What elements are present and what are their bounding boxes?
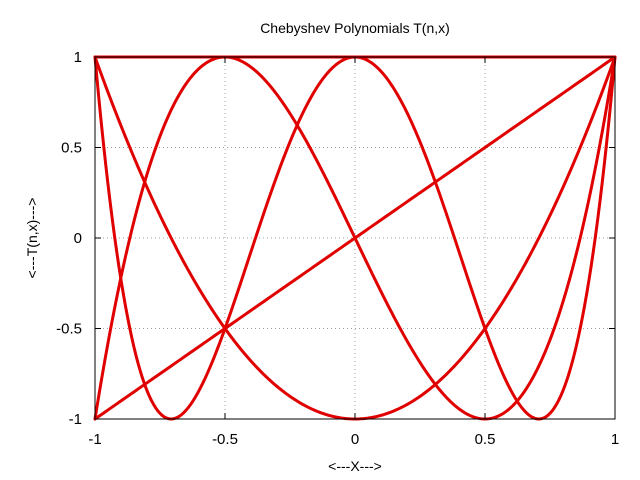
x-axis-label: <---X---> bbox=[328, 458, 382, 474]
x-tick-label: -0.5 bbox=[212, 431, 238, 448]
y-tick-label: -0.5 bbox=[56, 321, 82, 338]
tick-layer: -1 -0.5 0 0.5 1 -1 -0.5 0 0.5 1 bbox=[56, 49, 619, 448]
y-tick-label: 0.5 bbox=[61, 140, 82, 157]
x-tick-label: 0 bbox=[351, 431, 359, 448]
x-tick-label: -1 bbox=[88, 431, 101, 448]
y-tick-label: 1 bbox=[74, 49, 82, 66]
series-line-t3 bbox=[93, 55, 617, 421]
x-tick-label: 1 bbox=[611, 431, 619, 448]
chart-title: Chebyshev Polynomials T(n,x) bbox=[260, 20, 450, 36]
series-layer bbox=[93, 55, 617, 421]
y-axis-label: <---T(n,x)---> bbox=[24, 198, 40, 279]
x-tick-label: 0.5 bbox=[475, 431, 496, 448]
y-tick-label: 0 bbox=[74, 230, 82, 247]
y-tick-label: -1 bbox=[69, 411, 82, 428]
